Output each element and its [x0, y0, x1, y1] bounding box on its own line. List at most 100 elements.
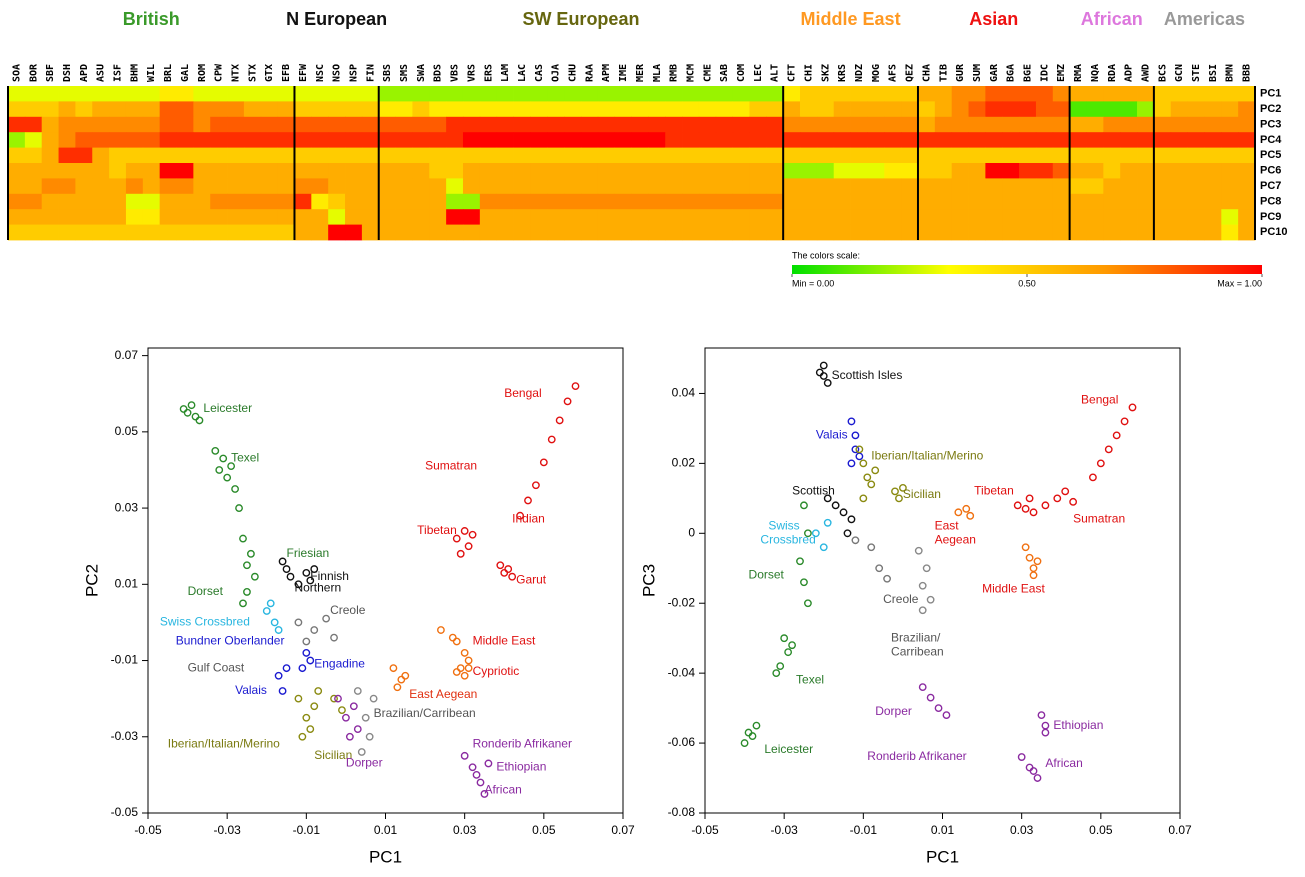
column-label: GAR: [989, 63, 1000, 82]
heat-cell: [1221, 101, 1239, 118]
heat-cell: [210, 132, 228, 148]
column-label: RMA: [1073, 64, 1084, 82]
heat-cell: [1137, 116, 1155, 133]
point: [239, 599, 247, 608]
heat-cell: [547, 101, 565, 118]
point: [266, 599, 275, 608]
heat-cell: [243, 163, 262, 179]
heat-cell: [260, 209, 279, 225]
heat-cell: [732, 209, 750, 225]
heat-cell: [142, 224, 161, 241]
heat-cell: [530, 132, 548, 148]
heat-cell: [8, 116, 26, 133]
point: [1061, 487, 1070, 496]
point: [389, 664, 398, 673]
column-label: ADP: [1124, 64, 1135, 82]
heat-cell: [1221, 224, 1239, 241]
heat-cell: [1002, 224, 1020, 241]
point: [883, 574, 891, 583]
point: [179, 405, 188, 413]
annotation: Texel: [796, 672, 824, 686]
heat-cell: [1103, 193, 1121, 210]
heat-cell: [1137, 132, 1155, 148]
heat-cell: [783, 86, 801, 102]
point: [322, 614, 331, 623]
heat-cell: [749, 178, 767, 195]
heat-cell: [867, 193, 885, 210]
heat-cell: [715, 163, 734, 179]
heat-cell: [446, 163, 464, 179]
heat-cell: [109, 147, 127, 164]
heat-cell: [1238, 193, 1256, 210]
heat-cell: [867, 178, 885, 195]
heat-cell: [816, 132, 835, 148]
heat-cell: [530, 86, 548, 102]
annotation: Valais: [816, 428, 848, 442]
heat-cell: [294, 132, 312, 148]
heat-cell: [1204, 178, 1222, 195]
heat-cell: [193, 132, 211, 148]
heat-cell: [294, 224, 312, 241]
heat-cell: [412, 101, 430, 118]
heat-cell: [1086, 178, 1104, 195]
heat-cell: [631, 101, 649, 118]
point: [353, 725, 362, 734]
point: [310, 626, 319, 634]
heat-cell: [816, 178, 835, 195]
column-label: MER: [635, 63, 646, 82]
heat-cell: [665, 132, 683, 148]
heat-cell: [1170, 224, 1188, 241]
heat-cell: [446, 224, 464, 241]
heat-cell: [985, 101, 1003, 118]
heat-cell: [1069, 101, 1087, 118]
heat-cell: [732, 132, 750, 148]
colorbar-tick-label: Min = 0.00: [792, 278, 834, 288]
column-label: CHA: [921, 64, 932, 82]
heat-cell: [901, 209, 919, 225]
heat-cell: [1187, 193, 1205, 210]
heat-cell: [766, 101, 784, 118]
point: [508, 572, 517, 581]
point: [851, 431, 860, 440]
point: [516, 511, 524, 520]
point: [1053, 494, 1062, 503]
heat-cell: [243, 224, 262, 241]
column-label: STE: [1191, 64, 1202, 82]
heat-cell: [698, 116, 717, 133]
heat-cell: [749, 209, 767, 225]
heat-cell: [968, 147, 986, 164]
heat-cell: [210, 209, 228, 225]
heat-cell: [1170, 193, 1188, 210]
point: [191, 412, 200, 421]
heat-cell: [766, 163, 784, 179]
heat-cell: [850, 224, 868, 241]
point: [1021, 504, 1030, 513]
column-label: SBF: [45, 64, 56, 82]
heat-cell: [816, 101, 835, 118]
heat-cell: [968, 116, 986, 133]
heat-cell: [917, 116, 936, 133]
point: [800, 578, 808, 587]
point: [788, 641, 796, 650]
point: [211, 447, 220, 455]
heat-cell: [412, 116, 430, 133]
heat-cell: [513, 193, 531, 210]
heat-cell: [1137, 193, 1155, 210]
point: [262, 607, 271, 615]
heat-cell: [1137, 163, 1155, 179]
heat-cell: [1238, 132, 1256, 148]
heat-cell: [193, 147, 211, 164]
heat-cell: [1204, 163, 1222, 179]
heat-cell: [682, 224, 700, 241]
heat-cell: [109, 193, 127, 210]
heat-cell: [1103, 209, 1121, 225]
heat-cell: [479, 178, 498, 195]
column-label: CME: [702, 64, 713, 82]
heat-cell: [951, 116, 969, 133]
column-label: VRS: [466, 64, 477, 82]
heat-cell: [648, 224, 666, 241]
heat-cell: [1187, 163, 1205, 179]
heat-cell: [1153, 178, 1172, 195]
x-axis-title: PC1: [369, 847, 402, 866]
heat-cell: [580, 224, 599, 241]
